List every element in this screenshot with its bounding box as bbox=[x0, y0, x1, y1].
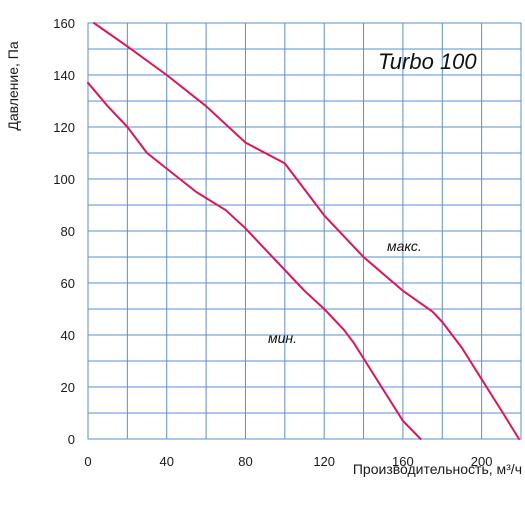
chart-title: Turbo 100 bbox=[378, 49, 477, 74]
y-tick-label: 120 bbox=[53, 120, 75, 135]
x-tick-labels: 0 40 80 120 160 200 bbox=[84, 454, 492, 469]
y-tick-labels: 0 20 40 60 80 100 120 140 160 bbox=[53, 16, 75, 447]
x-tick-label: 160 bbox=[392, 454, 414, 469]
y-tick-label: 80 bbox=[61, 224, 75, 239]
grid bbox=[87, 22, 522, 440]
x-tick-label: 40 bbox=[159, 454, 173, 469]
y-tick-label: 40 bbox=[61, 328, 75, 343]
x-tick-label: 200 bbox=[471, 454, 493, 469]
x-tick-label: 0 bbox=[84, 454, 91, 469]
series-line-max bbox=[92, 22, 520, 440]
series-label-min: мин. bbox=[268, 330, 297, 346]
y-tick-label: 140 bbox=[53, 68, 75, 83]
y-tick-label: 160 bbox=[53, 16, 75, 31]
curves bbox=[87, 22, 520, 440]
y-tick-label: 20 bbox=[61, 380, 75, 395]
series-line-min bbox=[87, 81, 422, 440]
x-tick-label: 80 bbox=[238, 454, 252, 469]
y-tick-label: 100 bbox=[53, 172, 75, 187]
x-axis-label: Производительность, м³/ч bbox=[353, 461, 522, 477]
plot-frame bbox=[87, 22, 522, 440]
y-tick-label: 0 bbox=[68, 432, 75, 447]
series-label-max: макс. bbox=[387, 238, 422, 254]
y-axis-label: Давление, Па bbox=[5, 41, 21, 131]
y-tick-label: 60 bbox=[61, 276, 75, 291]
x-tick-label: 120 bbox=[313, 454, 335, 469]
